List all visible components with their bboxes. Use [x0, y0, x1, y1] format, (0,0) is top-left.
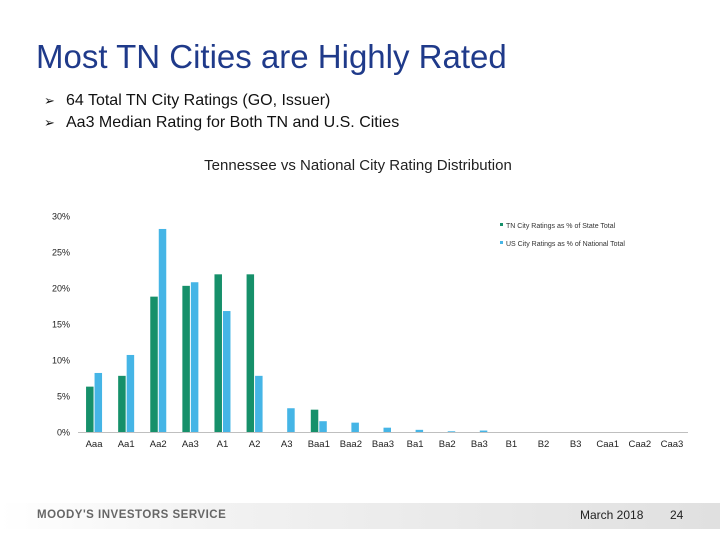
bullet-item: ➢ 64 Total TN City Ratings (GO, Issuer) [44, 90, 399, 112]
bullet-text: 64 Total TN City Ratings (GO, Issuer) [66, 92, 331, 109]
bar-tn-a1 [214, 274, 222, 432]
bar-us-aaa [94, 372, 103, 432]
x-tick-label: A1 [217, 439, 229, 450]
bar-chart: 0% 5% 10% 15% 20% 25% 30% Aaa Aa1 Aa2 Aa3 A1 A2 A3 Baa… [52, 212, 688, 450]
x-tick-label: Caa2 [628, 439, 651, 450]
bar-us-ba1 [415, 429, 424, 432]
x-tick-label: Ba2 [439, 439, 456, 450]
slide-title: Most TN Cities are Highly Rated [36, 38, 507, 75]
bar-tn-aa2 [150, 296, 158, 432]
arrow-bullet-icon: ➢ [44, 93, 55, 108]
bullet-list: ➢ 64 Total TN City Ratings (GO, Issuer) ➢… [44, 90, 399, 134]
bar-tn-aa3 [182, 285, 190, 432]
brand-logo: MOODY'S INVESTORS SERVICE [37, 509, 227, 521]
chart-title: Tennessee vs National City Rating Distri… [204, 157, 512, 174]
y-tick-label: 25% [52, 248, 70, 258]
bar-us-baa2 [351, 422, 359, 432]
x-tick-label: Caa3 [661, 439, 684, 450]
footer-bar: MOODY'S INVESTORS SERVICE March 2018 24 [0, 503, 720, 529]
y-tick-label: 5% [57, 392, 70, 402]
bar-us-ba2 [447, 431, 456, 432]
legend-label: US City Ratings as % of National Total [506, 241, 625, 248]
bar-us-aa2 [158, 228, 167, 432]
legend-marker [500, 223, 503, 226]
legend-marker [500, 241, 503, 244]
y-tick-label: 10% [52, 356, 70, 366]
bar-us-aa3 [190, 282, 199, 432]
arrow-bullet-icon: ➢ [44, 115, 55, 130]
x-tick-label: Baa2 [340, 439, 362, 450]
bar-us-baa1 [319, 421, 327, 432]
page-number: 24 [670, 508, 684, 522]
x-tick-label: Ba1 [407, 439, 424, 450]
x-tick-label: B2 [538, 439, 550, 450]
bar-us-ba3 [479, 430, 488, 432]
bar-tn-baa1 [310, 409, 319, 432]
legend-label: TN City Ratings as % of State Total [506, 223, 616, 230]
bar-us-a3 [287, 408, 295, 432]
footer-date: March 2018 [580, 508, 644, 522]
x-tick-label: Baa1 [308, 439, 330, 450]
bar-tn-aa1 [118, 375, 126, 432]
x-tick-label: Aaa [86, 439, 104, 450]
y-tick-label: 30% [52, 212, 70, 222]
x-tick-label: Caa1 [596, 439, 619, 450]
y-tick-label: 20% [52, 284, 70, 294]
x-tick-label: Ba3 [471, 439, 488, 450]
x-tick-label: B3 [570, 439, 582, 450]
x-tick-label: A2 [249, 439, 261, 450]
x-tick-label: Aa2 [150, 439, 167, 450]
x-tick-label: Baa3 [372, 439, 394, 450]
y-tick-label: 0% [57, 428, 70, 438]
bar-us-a1 [222, 311, 231, 432]
bar-us-baa3 [383, 427, 391, 432]
x-tick-label: Aa3 [182, 439, 199, 450]
bullet-text: Aa3 Median Rating for Both TN and U.S. C… [66, 114, 400, 131]
bar-us-a2 [255, 375, 263, 432]
bar-us-aa1 [126, 354, 135, 432]
bar-tn-aaa [86, 386, 94, 432]
x-tick-label: Aa1 [118, 439, 135, 450]
x-tick-label: A3 [281, 439, 293, 450]
bullet-item: ➢ Aa3 Median Rating for Both TN and U.S. … [44, 112, 399, 134]
x-tick-label: B1 [506, 439, 518, 450]
y-tick-label: 15% [52, 320, 70, 330]
bar-tn-a2 [246, 274, 255, 432]
